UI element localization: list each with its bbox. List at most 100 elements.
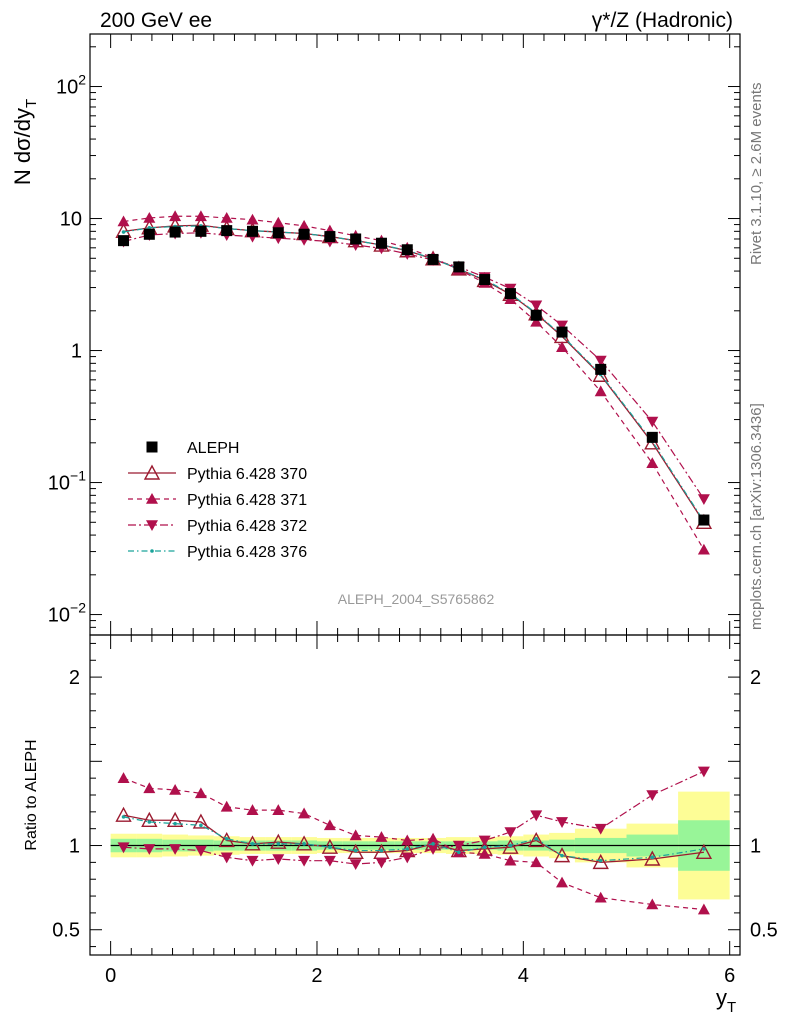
ratio-point-p371 [697, 903, 710, 915]
main-point-p371 [246, 213, 259, 225]
ratio-point-p372 [427, 844, 440, 855]
main-point-data [595, 363, 607, 375]
ratio-point-p371 [298, 807, 311, 819]
main-point-p371 [530, 315, 543, 327]
xlabel-text: y [716, 985, 727, 1010]
ratio-panel: 0 2 4 6 0.5 0.5 1 1 2 2 [52, 634, 778, 987]
ratio-point-p370 [115, 806, 132, 822]
main-ytick-label: 10−2 [48, 600, 86, 627]
ratio-point-p376 [431, 842, 435, 846]
main-point-data [143, 228, 155, 240]
ratio-point-p376 [353, 848, 358, 853]
main-point-data [195, 225, 207, 237]
ratio-point-p372 [594, 823, 607, 835]
main-point-data [427, 253, 439, 265]
ratio-point-p370 [502, 838, 519, 854]
xlabel-sub: T [727, 999, 736, 1016]
main-point-p376 [121, 230, 126, 234]
ratio-point-p370 [270, 833, 287, 849]
main-point-p372 [556, 320, 569, 332]
main-ytick-label: 1 [71, 341, 82, 363]
ratio-point-p376 [328, 845, 332, 850]
main-point-data [698, 514, 710, 526]
xtick-label: 6 [724, 965, 735, 987]
ratio-frame [89, 634, 741, 956]
ratio-point-p376 [302, 842, 306, 846]
svg-text:N dσ/dyT: N dσ/dyT [10, 99, 40, 185]
legend-marker-p370 [143, 464, 161, 480]
main-point-p371 [143, 211, 156, 223]
ratio-point-p372 [375, 857, 388, 869]
main-panel: 10−2 10−1 1 10 102 [48, 33, 741, 636]
ratio-point-p371 [594, 891, 607, 903]
analysis-id: ALEPH_2004_S5765862 [338, 591, 495, 607]
main-point-p371 [298, 219, 311, 231]
legend-label-p371: Pythia 6.428 371 [187, 492, 307, 509]
main-ylabel: N dσ/dyT [10, 99, 40, 185]
xlabel: yT [716, 985, 736, 1016]
main-ylabel-sub: T [23, 99, 40, 108]
main-point-p371 [594, 385, 607, 397]
ratio-point-p371 [504, 854, 517, 866]
ratio-point-p372 [504, 827, 517, 839]
ratio-point-p372 [298, 855, 311, 867]
main-point-data [504, 288, 516, 300]
ratio-point-p371 [556, 876, 569, 888]
main-line-p372 [123, 232, 705, 500]
main-point-data [646, 431, 658, 443]
ratio-point-p371 [272, 804, 285, 815]
ratio-point-p372 [323, 855, 336, 867]
ratio-ytick-label-right: 2 [750, 667, 761, 689]
ratio-point-p370 [592, 853, 609, 870]
ratio-point-p371 [478, 847, 491, 859]
main-point-data [118, 235, 130, 247]
main-point-data [375, 237, 387, 249]
ratio-ylabel: Ratio to ALEPH [23, 739, 40, 850]
ratio-point-p376 [224, 836, 229, 841]
ratio-point-p370 [695, 843, 713, 859]
ratio-point-p376 [560, 853, 564, 858]
ratio-point-p371 [323, 819, 336, 831]
legend: ALEPH Pythia 6.428 370 Pythia 6.428 371 Pyt… [128, 440, 307, 561]
header-left-title: 200 GeV ee [100, 9, 212, 32]
ratio-point-p376 [508, 843, 513, 848]
ratio-point-p376 [702, 847, 706, 851]
ratio-point-p372 [452, 840, 465, 852]
ratio-point-p371 [117, 772, 130, 783]
ratio-point-p372 [401, 852, 414, 864]
main-point-p371 [272, 216, 285, 228]
main-ytick-label: 10 [60, 209, 82, 231]
main-point-p371 [220, 211, 233, 223]
ratio-point-p372 [272, 854, 285, 865]
main-point-p372 [594, 355, 607, 367]
legend-marker-p371 [146, 493, 158, 504]
main-point-p371 [646, 457, 659, 469]
ratio-point-p376 [173, 821, 177, 826]
main-ytick-label: 10−1 [48, 468, 86, 495]
ratio-point-p376 [482, 845, 487, 850]
main-point-p372 [530, 300, 543, 312]
ratio-point-p371 [375, 831, 388, 842]
ratio-point-p371 [220, 800, 233, 812]
main-point-data [221, 225, 233, 237]
main-point-data [401, 244, 413, 256]
ratio-line-p376 [123, 816, 704, 862]
ratio-point-p371 [401, 834, 414, 846]
ratio-point-p376 [276, 842, 281, 846]
ratio-point-p370 [192, 813, 210, 829]
ratio-point-p372 [530, 810, 543, 822]
ratio-point-p372 [220, 852, 233, 864]
ratio-point-p376 [250, 842, 255, 846]
ratio-point-p376 [457, 850, 461, 855]
ratio-point-p372 [697, 766, 710, 778]
ratio-point-p376 [598, 858, 603, 863]
main-point-data [324, 231, 336, 243]
ratio-point-p370 [141, 811, 158, 827]
ratio-point-p371 [194, 787, 207, 799]
main-point-data [556, 326, 568, 338]
ratio-point-p372 [478, 835, 491, 847]
ratio-point-p372 [246, 855, 259, 867]
ratio-point-p372 [169, 844, 182, 855]
header-right-title: γ*/Z (Hadronic) [592, 9, 733, 32]
